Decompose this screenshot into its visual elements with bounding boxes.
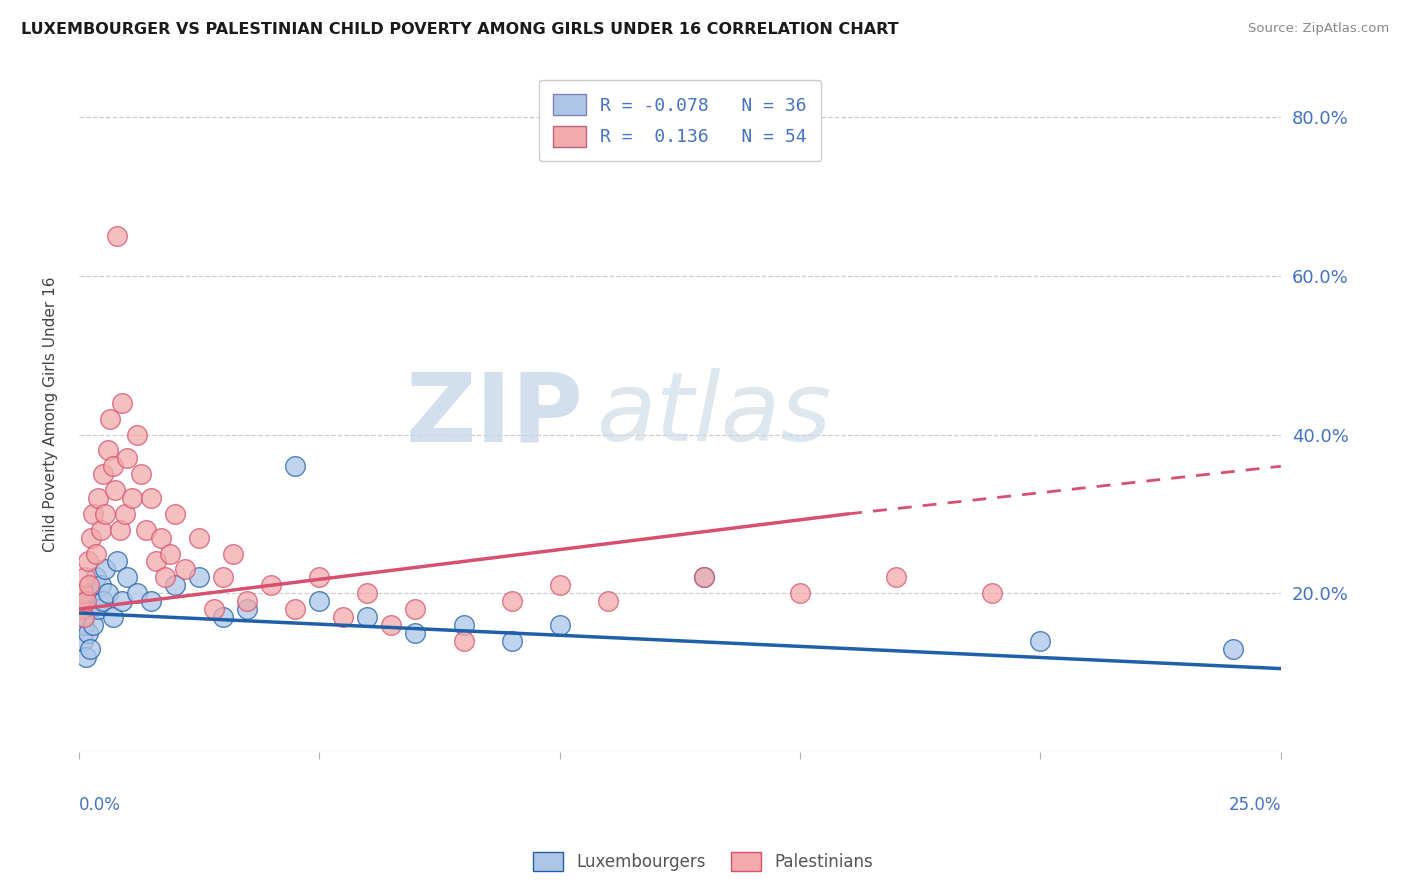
Point — [188, 531, 211, 545]
Point — [693, 570, 716, 584]
Point — [90, 523, 112, 537]
Point — [94, 562, 117, 576]
Point — [501, 633, 523, 648]
Point — [94, 507, 117, 521]
Point — [75, 594, 97, 608]
Point — [173, 562, 195, 576]
Point — [114, 507, 136, 521]
Point — [80, 531, 103, 545]
Point — [284, 459, 307, 474]
Text: atlas: atlas — [596, 368, 831, 461]
Text: LUXEMBOURGER VS PALESTINIAN CHILD POVERTY AMONG GIRLS UNDER 16 CORRELATION CHART: LUXEMBOURGER VS PALESTINIAN CHILD POVERT… — [21, 22, 898, 37]
Point — [80, 586, 103, 600]
Point — [70, 602, 93, 616]
Point — [115, 570, 138, 584]
Point — [87, 602, 110, 616]
Point — [212, 610, 235, 624]
Point — [76, 554, 98, 568]
Point — [165, 507, 187, 521]
Point — [548, 578, 571, 592]
Point — [91, 594, 114, 608]
Point — [380, 618, 402, 632]
Point — [111, 396, 134, 410]
Point — [104, 483, 127, 497]
Point — [101, 459, 124, 474]
Point — [548, 618, 571, 632]
Point — [260, 578, 283, 592]
Point — [90, 578, 112, 592]
Text: 25.0%: 25.0% — [1229, 796, 1281, 814]
Point — [155, 570, 177, 584]
Point — [131, 467, 153, 482]
Point — [91, 467, 114, 482]
Point — [236, 594, 259, 608]
Point — [76, 626, 98, 640]
Point — [72, 633, 94, 648]
Point — [981, 586, 1004, 600]
Point — [332, 610, 354, 624]
Point — [75, 649, 97, 664]
Point — [453, 618, 475, 632]
Point — [77, 602, 100, 616]
Point — [1029, 633, 1052, 648]
Legend: R = -0.078   N = 36, R =  0.136   N = 54: R = -0.078 N = 36, R = 0.136 N = 54 — [538, 79, 821, 161]
Y-axis label: Child Poverty Among Girls Under 16: Child Poverty Among Girls Under 16 — [44, 277, 58, 552]
Point — [284, 602, 307, 616]
Point — [212, 570, 235, 584]
Point — [70, 610, 93, 624]
Point — [139, 594, 162, 608]
Point — [84, 547, 107, 561]
Point — [188, 570, 211, 584]
Point — [77, 578, 100, 592]
Point — [236, 602, 259, 616]
Point — [115, 451, 138, 466]
Point — [125, 586, 148, 600]
Point — [453, 633, 475, 648]
Point — [121, 491, 143, 505]
Point — [135, 523, 157, 537]
Point — [789, 586, 811, 600]
Point — [202, 602, 225, 616]
Point — [82, 618, 104, 632]
Point — [165, 578, 187, 592]
Point — [145, 554, 167, 568]
Point — [84, 570, 107, 584]
Point — [87, 491, 110, 505]
Point — [159, 547, 181, 561]
Point — [73, 610, 96, 624]
Point — [222, 547, 245, 561]
Point — [111, 594, 134, 608]
Point — [107, 229, 129, 244]
Point — [405, 626, 427, 640]
Point — [501, 594, 523, 608]
Point — [693, 570, 716, 584]
Point — [149, 531, 172, 545]
Point — [101, 610, 124, 624]
Point — [125, 427, 148, 442]
Point — [308, 594, 330, 608]
Point — [73, 594, 96, 608]
Point — [73, 570, 96, 584]
Point — [139, 491, 162, 505]
Text: ZIP: ZIP — [406, 368, 583, 461]
Point — [405, 602, 427, 616]
Point — [82, 507, 104, 521]
Point — [97, 443, 120, 458]
Point — [1222, 641, 1244, 656]
Point — [72, 586, 94, 600]
Point — [98, 411, 121, 425]
Point — [79, 641, 101, 656]
Point — [356, 586, 378, 600]
Point — [356, 610, 378, 624]
Point — [308, 570, 330, 584]
Point — [97, 586, 120, 600]
Legend: Luxembourgers, Palestinians: Luxembourgers, Palestinians — [524, 843, 882, 880]
Point — [73, 618, 96, 632]
Point — [107, 554, 129, 568]
Text: Source: ZipAtlas.com: Source: ZipAtlas.com — [1249, 22, 1389, 36]
Point — [108, 523, 131, 537]
Text: 0.0%: 0.0% — [79, 796, 121, 814]
Point — [884, 570, 907, 584]
Point — [596, 594, 619, 608]
